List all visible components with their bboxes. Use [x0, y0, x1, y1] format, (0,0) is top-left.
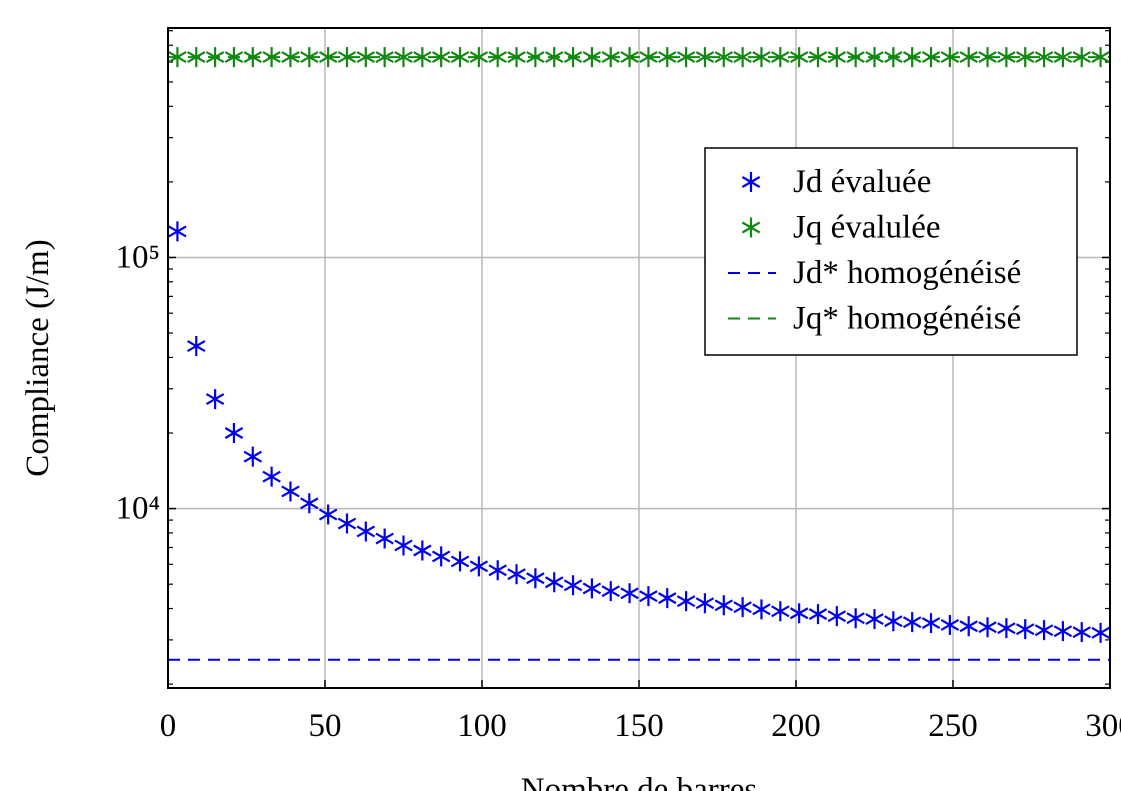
y-tick-label: 10⁵: [115, 239, 160, 275]
data-point: [940, 614, 960, 635]
x-axis-label: Nombre de barres: [521, 772, 757, 791]
data-point: [563, 575, 583, 596]
data-point: [714, 595, 733, 616]
data-point: [526, 568, 545, 589]
data-point: [300, 493, 319, 514]
data-point: [545, 572, 564, 593]
data-point: [676, 591, 696, 612]
data-point: [394, 535, 413, 556]
data-point: [224, 422, 244, 443]
data-point: [1016, 47, 1035, 68]
x-tick-label: 50: [309, 708, 342, 744]
data-point: [507, 564, 526, 585]
data-point: [1053, 621, 1073, 642]
data-point: [318, 504, 338, 525]
legend-label: Jq évalulée: [793, 210, 941, 246]
data-point: [413, 540, 432, 561]
data-point: [884, 611, 903, 632]
data-point: [356, 47, 376, 68]
data-point: [356, 521, 376, 542]
data-point: [1034, 620, 1054, 641]
data-point: [733, 47, 752, 68]
data-point: [789, 603, 809, 624]
legend-swatch: [741, 217, 761, 238]
data-point: [959, 616, 978, 637]
data-point: [394, 47, 413, 68]
y-tick-label: 10⁴: [115, 491, 160, 527]
data-point: [601, 581, 620, 602]
data-point: [281, 481, 300, 502]
data-point: [469, 556, 489, 577]
data-point: [865, 609, 884, 630]
data-point: [997, 618, 1016, 639]
data-point: [1034, 47, 1054, 68]
data-point: [337, 47, 357, 68]
legend-label: Jq* homogénéisé: [793, 301, 1021, 337]
data-point: [639, 586, 658, 607]
data-point: [978, 47, 997, 68]
data-point: [620, 583, 639, 604]
data-point: [978, 617, 997, 638]
data-point: [1091, 622, 1110, 643]
data-point: [1091, 47, 1110, 68]
data-point: [431, 47, 451, 68]
data-point: [902, 612, 922, 633]
data-point: [337, 513, 357, 534]
data-point: [187, 336, 206, 357]
data-point: [375, 528, 394, 549]
data-point: [450, 47, 470, 68]
data-point: [771, 47, 790, 68]
data-point: [582, 578, 602, 599]
data-point: [488, 560, 507, 581]
data-point: [205, 389, 225, 410]
data-point: [375, 47, 394, 68]
data-point: [431, 546, 451, 567]
data-point: [733, 597, 752, 618]
legend-label: Jd évaluée: [793, 164, 931, 200]
data-point: [658, 47, 677, 68]
data-point: [658, 588, 677, 609]
data-point: [243, 446, 262, 467]
data-point: [827, 606, 847, 627]
data-point: [168, 221, 187, 242]
data-point: [714, 47, 733, 68]
data-point: [450, 551, 470, 572]
data-point: [1072, 622, 1091, 643]
data-point: [1016, 619, 1035, 640]
data-point: [1072, 47, 1091, 68]
data-point: [262, 466, 281, 487]
data-point: [695, 593, 715, 614]
x-tick-label: 100: [457, 708, 507, 744]
data-point: [413, 47, 432, 68]
legend-swatch: [741, 172, 761, 192]
data-point: [846, 608, 865, 629]
legend-label: Jd* homogénéisé: [793, 255, 1021, 291]
x-tick-label: 200: [771, 708, 821, 744]
y-axis-label: Compliance (J/m): [20, 239, 56, 476]
legend-box: [704, 147, 1078, 356]
data-point: [695, 47, 715, 68]
data-point: [921, 613, 941, 634]
plot-frame: [167, 27, 1111, 689]
data-point: [752, 599, 771, 620]
data-point: [808, 604, 828, 625]
x-tick-label: 0: [160, 708, 177, 744]
x-tick-label: 150: [614, 708, 664, 744]
data-point: [1053, 47, 1073, 68]
data-point: [752, 47, 771, 68]
x-tick-label: 300: [1085, 708, 1121, 744]
x-tick-label: 250: [928, 708, 978, 744]
data-point: [676, 47, 696, 68]
data-point: [997, 47, 1016, 68]
data-point: [771, 601, 790, 622]
